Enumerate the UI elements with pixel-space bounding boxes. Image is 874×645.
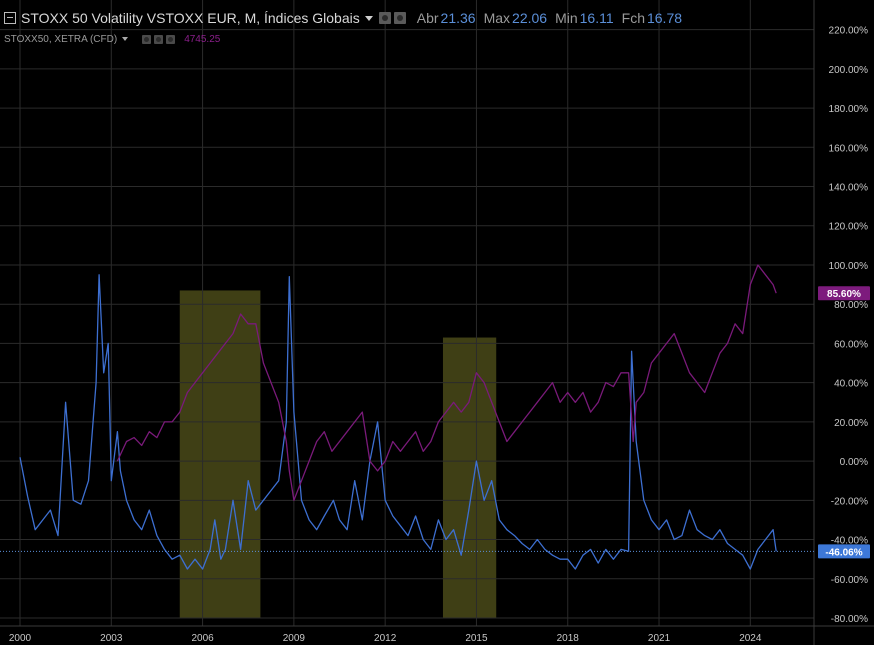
y-tick-label: 80.00% [834, 300, 868, 311]
y-tick-label: 200.00% [829, 65, 869, 76]
index-badge-label: 85.60% [827, 289, 861, 300]
stat-open-label: Abr [416, 10, 439, 26]
y-tick-label: 180.00% [829, 104, 869, 115]
highlight-band-0 [179, 290, 261, 618]
y-tick-label: 140.00% [829, 183, 869, 194]
volatility-series-line [19, 274, 777, 570]
x-tick-label: 2015 [465, 633, 488, 644]
title-dropdown-icon[interactable] [364, 15, 373, 21]
y-tick-label: 40.00% [834, 379, 868, 390]
secondary-settings-icon[interactable] [154, 34, 164, 44]
stat-min-value: 16.11 [579, 10, 614, 26]
chart-header: STOXX 50 Volatility VSTOXX EUR, M, Índic… [4, 8, 682, 28]
secondary-close-icon[interactable] [166, 34, 176, 44]
stat-max-value: 22.06 [512, 10, 548, 26]
y-tick-label: -80.00% [831, 614, 868, 625]
x-axis[interactable]: 2000 2003 2006 2009 2012 2015 2018 2021 2024 [9, 633, 762, 644]
stat-close-value: 16.78 [646, 10, 683, 26]
volatility-badge-bg [818, 544, 870, 559]
stat-max-label: Max [483, 10, 511, 26]
y-tick-label: 120.00% [829, 222, 869, 233]
x-tick-label: 2009 [283, 633, 306, 644]
x-tick-label: 2024 [739, 633, 762, 644]
volatility-last-value-badge: -46.06% [818, 544, 870, 559]
visibility-icon[interactable] [378, 12, 391, 24]
stat-open-value: 21.36 [440, 10, 476, 26]
chart-title[interactable]: STOXX 50 Volatility VSTOXX EUR, M, Índic… [21, 10, 360, 26]
y-tick-label: 160.00% [829, 143, 869, 154]
x-tick-label: 2012 [374, 633, 397, 644]
y-tick-label: 60.00% [834, 339, 868, 350]
volatility-badge-label: -46.06% [825, 547, 862, 558]
highlight-bands [179, 290, 497, 618]
series-lines [0, 264, 814, 570]
y-axis[interactable]: 220.00% 200.00% 180.00% 160.00% 140.00% 120.0… [829, 26, 869, 625]
x-tick-label: 2003 [100, 633, 123, 644]
index-series-line [116, 264, 777, 501]
y-tick-label: -40.00% [831, 536, 868, 547]
secondary-dropdown-icon[interactable] [122, 37, 129, 41]
settings-icon[interactable] [393, 12, 406, 24]
y-tick-label: -20.00% [831, 496, 868, 507]
y-tick-label: 100.00% [829, 261, 869, 272]
stat-min-label: Min [555, 10, 578, 26]
x-tick-label: 2000 [9, 633, 32, 644]
index-last-value-badge: 85.60% [818, 286, 870, 301]
highlight-band-1 [442, 337, 497, 618]
secondary-visibility-icon[interactable] [142, 34, 152, 44]
secondary-series-value: 4745.25 [184, 33, 221, 45]
secondary-series-name[interactable]: STOXX50, XETRA (CFD) [4, 33, 118, 45]
x-tick-label: 2006 [191, 633, 214, 644]
y-tick-label: 0.00% [840, 457, 868, 468]
y-tick-label: -60.00% [831, 575, 868, 586]
index-badge-bg [818, 286, 870, 301]
x-tick-label: 2021 [648, 633, 671, 644]
price-badges: 85.60% -46.06% [818, 286, 870, 559]
collapse-icon[interactable] [4, 12, 16, 24]
y-tick-label: 220.00% [829, 26, 869, 37]
stat-close-label: Fch [621, 10, 645, 26]
secondary-series-header: STOXX50, XETRA (CFD) 4745.25 [4, 32, 220, 46]
y-tick-label: 20.00% [834, 418, 868, 429]
x-tick-label: 2018 [557, 633, 580, 644]
